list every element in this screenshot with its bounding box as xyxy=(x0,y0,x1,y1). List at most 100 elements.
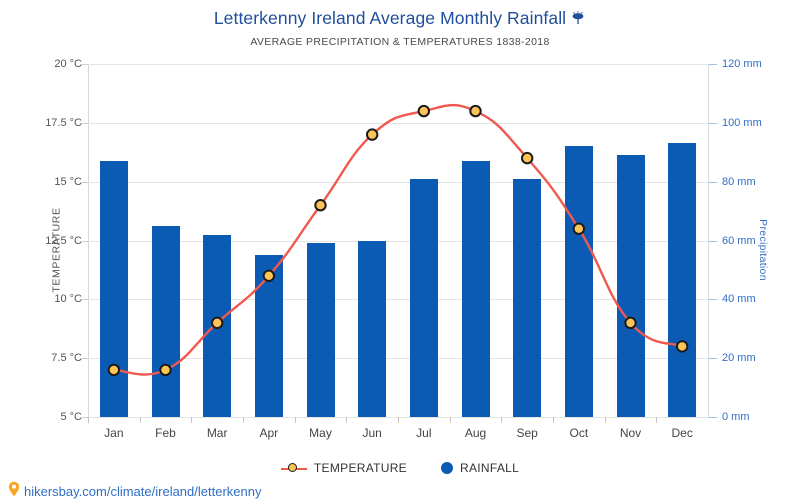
x-axis-tick-label: Mar xyxy=(206,426,228,440)
rainfall-bar[interactable] xyxy=(306,243,335,417)
gridline xyxy=(88,241,708,242)
gridline xyxy=(88,358,708,359)
left-axis-tick-mark xyxy=(80,417,88,418)
left-axis-tick-mark xyxy=(80,64,88,65)
temperature-marker[interactable]: Dec 8 °C xyxy=(675,340,689,353)
x-axis-tick-label: May xyxy=(309,426,332,440)
temperature-marker[interactable]: Sep 16 °C xyxy=(520,151,534,165)
left-axis-tick-label: 7.5 °C xyxy=(51,352,82,365)
right-axis-tick-label: 20 mm xyxy=(722,352,756,365)
page-title-text: Letterkenny Ireland Average Monthly Rain… xyxy=(213,8,567,28)
x-axis-tick-label: Jun xyxy=(362,426,382,440)
legend: TEMPERATURE RAINFALL xyxy=(0,461,800,475)
temperature-marker[interactable]: Jan 7 °C xyxy=(107,363,121,377)
x-axis-tick-mark xyxy=(346,417,347,423)
right-axis-tick-mark xyxy=(709,358,717,359)
x-axis-tick-label: Oct xyxy=(569,426,589,440)
right-axis-tick-mark xyxy=(709,241,717,242)
rainfall-marker-icon xyxy=(441,462,453,474)
footer[interactable]: hikersbay.com/climate/ireland/letterkenn… xyxy=(8,481,261,502)
left-axis-tick-mark xyxy=(80,182,88,183)
rainfall-bar[interactable] xyxy=(513,178,542,417)
x-axis-tick-mark xyxy=(243,417,244,423)
temperature-marker[interactable]: Aug 18 °C xyxy=(469,104,482,118)
right-axis-tick-label: 40 mm xyxy=(722,293,756,306)
x-axis-tick-mark xyxy=(140,417,141,423)
gridline xyxy=(88,182,708,183)
x-axis-tick-mark xyxy=(295,417,296,423)
legend-item-rainfall[interactable]: RAINFALL xyxy=(441,461,519,475)
gridline xyxy=(88,123,708,124)
rainfall-bar[interactable] xyxy=(461,161,490,417)
x-axis-tick-mark xyxy=(398,417,399,423)
x-axis-tick-mark xyxy=(656,417,657,423)
right-axis-tick-label: 120 mm xyxy=(722,58,762,70)
temperature-marker[interactable]: Feb 7 °C xyxy=(159,363,172,377)
x-axis-tick-label: Jan xyxy=(104,426,124,440)
right-axis-tick-label: 60 mm xyxy=(722,234,756,247)
rainfall-bar[interactable] xyxy=(564,146,593,417)
page-title: Letterkenny Ireland Average Monthly Rain… xyxy=(0,8,800,31)
x-axis-tick-mark xyxy=(450,417,451,423)
left-axis-tick-label: 5 °C xyxy=(60,411,82,423)
temperature-marker[interactable]: May 14 °C xyxy=(314,199,327,212)
legend-label-temperature: TEMPERATURE xyxy=(313,461,407,475)
page-subtitle: AVERAGE PRECIPITATION & TEMPERATURES 183… xyxy=(250,36,550,48)
x-axis-tick-label: Nov xyxy=(619,426,642,440)
left-axis-tick-label: 10 °C xyxy=(54,293,82,306)
left-axis-tick-label: 17.5 °C xyxy=(45,116,82,129)
rainfall-bar[interactable] xyxy=(616,155,645,417)
right-axis-tick-mark xyxy=(709,182,717,183)
legend-item-temperature[interactable]: TEMPERATURE xyxy=(280,461,407,475)
left-axis-title: TEMPERATURE xyxy=(50,207,63,293)
location-pin-icon xyxy=(8,481,20,502)
left-axis-tick-mark xyxy=(80,123,88,124)
rainfall-bar[interactable] xyxy=(254,255,283,417)
x-axis-tick-label: Feb xyxy=(155,426,176,440)
right-axis-tick-label: 80 mm xyxy=(722,175,756,188)
plot-area xyxy=(88,64,708,418)
left-axis-tick-label: 12.5 °C xyxy=(45,234,82,247)
gridline xyxy=(88,299,708,300)
x-axis-tick-mark xyxy=(191,417,192,423)
temperature-marker-icon xyxy=(280,462,307,474)
x-axis-tick-label: Sep xyxy=(516,426,538,440)
x-axis-tick-label: Jul xyxy=(416,426,432,440)
x-axis-tick-label: Dec xyxy=(671,426,693,440)
temperature-markers: Jan 7 °C Feb 7 °C Mar 9 °C Apr 11 °C May 14 … xyxy=(107,104,689,377)
x-axis-tick-mark xyxy=(553,417,554,423)
temperature-marker[interactable]: Nov 9 °C xyxy=(624,316,637,330)
right-axis-tick-label: 0 mm xyxy=(722,411,750,423)
left-axis-tick-mark xyxy=(80,241,88,242)
right-axis-tick-mark xyxy=(709,64,717,65)
x-axis-tick-mark xyxy=(501,417,502,423)
right-axis-line xyxy=(708,64,709,418)
rain-cloud-icon xyxy=(570,10,586,31)
rainfall-bar[interactable] xyxy=(409,178,438,417)
right-axis-tick-mark xyxy=(709,417,717,418)
rainfall-bar[interactable] xyxy=(358,240,387,417)
gridline xyxy=(88,64,708,65)
temperature-marker[interactable]: Oct 13 °C xyxy=(572,222,586,235)
left-axis-tick-label: 20 °C xyxy=(54,58,82,70)
x-axis-tick-label: Apr xyxy=(259,426,279,440)
legend-label-rainfall: RAINFALL xyxy=(460,461,520,475)
right-axis-tick-label: 100 mm xyxy=(722,116,762,129)
right-axis-tick-mark xyxy=(709,299,717,300)
x-axis-tick-mark xyxy=(88,417,89,423)
temperature-marker[interactable]: Apr 11 °C xyxy=(262,269,276,283)
x-axis-tick-label: Aug xyxy=(464,426,487,440)
right-axis-tick-mark xyxy=(709,123,717,124)
rainfall-bar[interactable] xyxy=(668,143,697,417)
temperature-line-series: Jan 7 °C Feb 7 °C Mar 9 °C Apr 11 °C May 14 … xyxy=(107,103,689,377)
temperature-marker[interactable]: Mar 9 °C xyxy=(210,316,224,330)
left-axis-tick-mark xyxy=(80,358,88,359)
temperature-line-path xyxy=(112,103,684,376)
right-axis-title: Precipitation xyxy=(757,219,770,281)
temperature-marker[interactable]: Jun 17 °C xyxy=(365,128,379,141)
footer-url[interactable]: hikersbay.com/climate/ireland/letterkenn… xyxy=(24,484,262,499)
temperature-marker[interactable]: Jul 18 °C xyxy=(417,104,431,118)
left-axis-tick-label: 15 °C xyxy=(54,175,82,188)
rainfall-bar[interactable] xyxy=(151,225,180,417)
